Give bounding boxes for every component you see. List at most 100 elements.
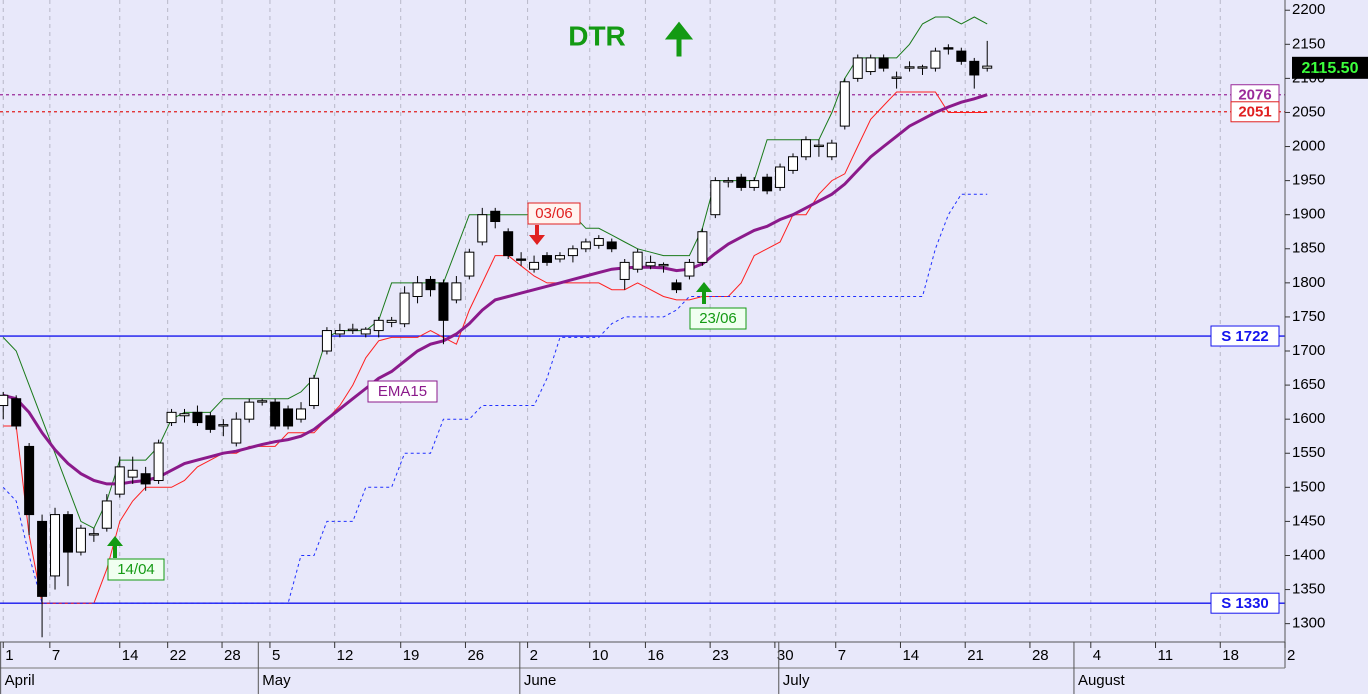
candle-body (800, 139, 811, 158)
candle-body (554, 255, 565, 260)
candle-body (710, 180, 721, 216)
annotation-label: 03/06 (535, 205, 573, 222)
candle-body (658, 263, 669, 267)
x-tick-label: 19 (403, 647, 420, 664)
y-tick-label: 2100 (1292, 69, 1325, 86)
candle-body (930, 50, 941, 69)
candle-body (619, 261, 630, 280)
level-label: 2051 (1238, 104, 1271, 121)
candle-body (736, 176, 747, 188)
candle-body (412, 282, 423, 297)
candle-body (826, 142, 837, 158)
signal-arrow (529, 225, 545, 245)
x-tick-label: 7 (52, 647, 60, 664)
candle-body (839, 81, 850, 127)
level-label-box (1230, 101, 1280, 123)
candle-body (205, 415, 216, 430)
signal-arrow (107, 536, 123, 558)
indicator-line (2, 93, 988, 486)
x-tick-label: 14 (902, 647, 919, 664)
candle-body (904, 66, 915, 69)
candle-body (503, 231, 514, 257)
candle-body (140, 473, 151, 485)
up-arrow (664, 21, 694, 57)
candle-body (166, 411, 177, 424)
annotation-box (107, 558, 165, 581)
level-label: S 1330 (1221, 595, 1269, 612)
y-tick-label: 1800 (1292, 274, 1325, 291)
x-tick-label: 26 (467, 647, 484, 664)
candle-body (632, 251, 643, 270)
y-tick-label: 1750 (1292, 308, 1325, 325)
candle-body (982, 65, 993, 69)
y-tick-label: 1300 (1292, 615, 1325, 632)
candle-body (0, 394, 9, 407)
candle-body (542, 255, 553, 263)
candle-body (179, 413, 190, 417)
candle-body (684, 261, 695, 277)
candle-body (516, 258, 527, 261)
candle-body (697, 231, 708, 263)
candle-body (671, 282, 682, 291)
chart-title: DTR (568, 20, 626, 51)
x-tick-label: 30 (777, 647, 794, 664)
candle-body (101, 500, 112, 529)
candle-body (567, 248, 578, 257)
lines (0, 16, 1285, 604)
x-tick-label: 5 (272, 647, 280, 664)
y-tick-label: 1550 (1292, 444, 1325, 461)
candle-body (749, 180, 760, 188)
month-label: April (5, 672, 35, 689)
x-tick-label: 18 (1222, 647, 1239, 664)
indicator-line (2, 193, 988, 604)
candle-body (813, 144, 824, 148)
month-label: June (524, 672, 557, 689)
candle-body (192, 411, 203, 424)
level-label: 2076 (1238, 87, 1271, 104)
x-tick-label: 4 (1093, 647, 1101, 664)
candle-body (943, 47, 954, 50)
y-tick-label: 1700 (1292, 342, 1325, 359)
level-label: S 1722 (1221, 328, 1269, 345)
candle-body (723, 180, 734, 183)
candle-body (917, 66, 928, 69)
x-tick-label: 11 (1158, 647, 1174, 664)
candle-body (425, 278, 436, 291)
y-tick-label: 1350 (1292, 581, 1325, 598)
y-tick-label: 1400 (1292, 546, 1325, 563)
candle-body (11, 398, 22, 427)
candle-body (244, 401, 255, 420)
y-tick-label: 1450 (1292, 512, 1325, 529)
y-tick-label: 1650 (1292, 376, 1325, 393)
candle-body (438, 282, 449, 321)
candle-body (114, 466, 125, 495)
candle-body (127, 469, 138, 478)
candle-body (153, 442, 164, 482)
annotation-box (367, 380, 438, 403)
candle-body (257, 400, 268, 403)
candle-body (969, 60, 980, 76)
x-tick-label: 16 (647, 647, 664, 664)
candle-body (75, 527, 86, 553)
annotation-label: 14/04 (117, 561, 155, 578)
candle-body (386, 319, 397, 323)
candle-body (865, 57, 876, 73)
level-label-box (1210, 325, 1280, 347)
y-tick-label: 2050 (1292, 103, 1325, 120)
x-tick-label: 21 (967, 647, 984, 664)
x-tick-label: 14 (122, 647, 139, 664)
candle-body (788, 156, 799, 171)
candle-body (852, 57, 863, 79)
level-label-box (1210, 592, 1280, 614)
candle-body (878, 57, 889, 69)
candle-body (283, 408, 294, 427)
y-tick-label: 1600 (1292, 410, 1325, 427)
y-tick-label: 1900 (1292, 206, 1325, 223)
candle-body (464, 251, 475, 277)
y-tick-label: 1850 (1292, 240, 1325, 257)
candle-body (296, 408, 307, 420)
last-price-box (1292, 56, 1368, 79)
x-tick-label: 22 (170, 647, 187, 664)
